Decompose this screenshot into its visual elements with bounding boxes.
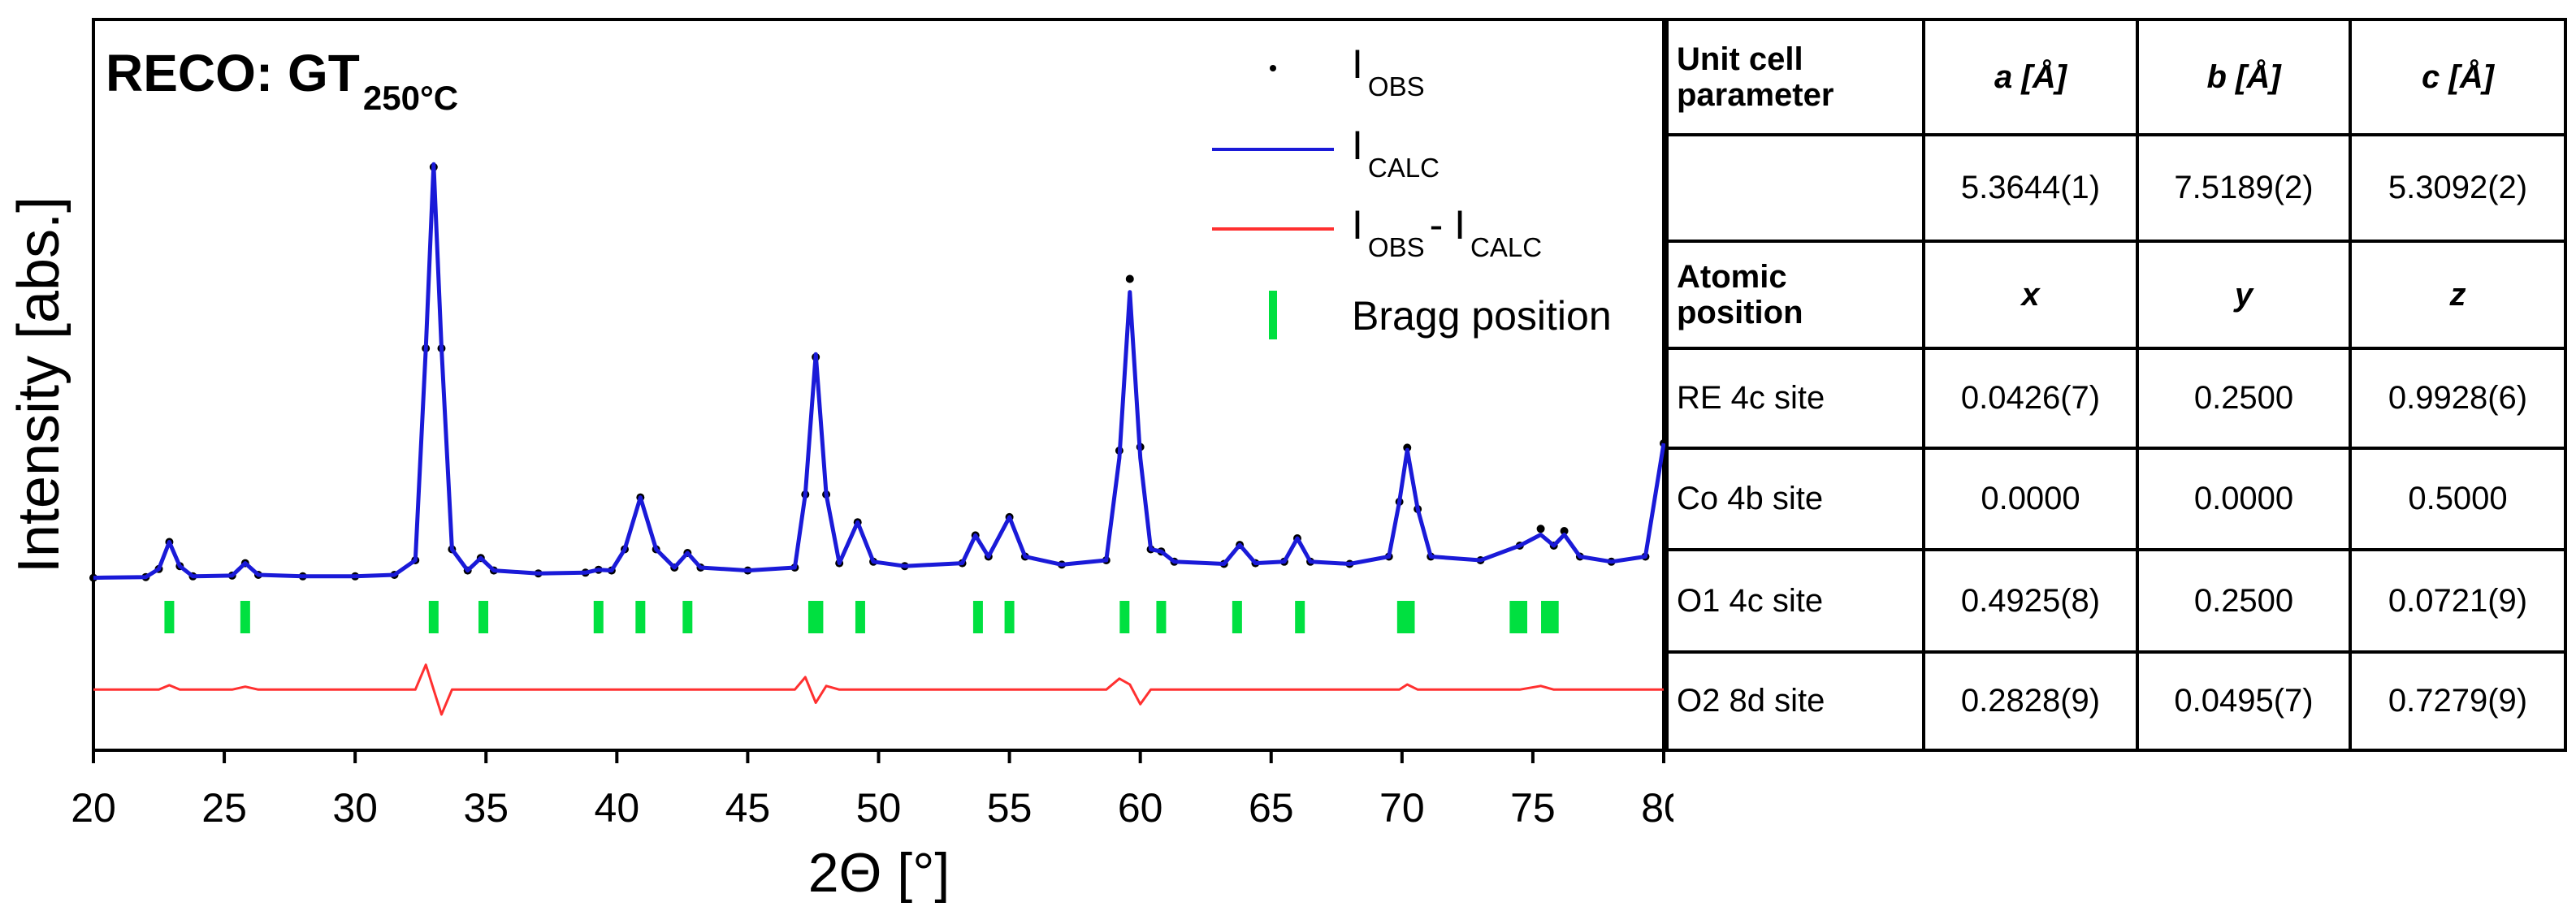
table-cell: 0.0426(7) (1922, 347, 2139, 450)
x-tick-label: 55 (987, 785, 1033, 831)
bragg-tick (1232, 601, 1242, 633)
table-row: 5.3644(1) 7.5189(2) 5.3092(2) (1665, 133, 2567, 243)
bragg-tick (813, 601, 824, 633)
table-row: RE 4c site 0.0426(7) 0.2500 0.9928(6) (1665, 347, 2567, 450)
legend-label: Bragg position (1352, 293, 1612, 339)
table-header: x (1922, 240, 2139, 350)
plot-frame (92, 18, 1665, 752)
x-tick-label: 70 (1379, 785, 1425, 831)
table-cell: 0.9928(6) (2349, 347, 2567, 450)
legend-subscript: OBS (1368, 232, 1425, 262)
table-cell: 7.5189(2) (2136, 133, 2352, 243)
bragg-tick (682, 601, 693, 633)
legend-subscript: OBS (1368, 71, 1425, 101)
observed-point (1560, 527, 1569, 535)
table-header: z (2349, 240, 2567, 350)
x-tick-label: 65 (1249, 785, 1294, 831)
table-header: c [Å] (2349, 18, 2567, 136)
table-row: Atomic position x y z (1665, 240, 2567, 350)
legend-marker (1270, 65, 1276, 71)
bragg-tick (593, 601, 604, 633)
table-cell: 0.2500 (2136, 548, 2352, 654)
x-tick-label: 80 (1641, 785, 1673, 831)
table-cell: 0.0721(9) (2349, 548, 2567, 654)
table-cell: 5.3092(2) (2349, 133, 2567, 243)
bragg-tick (240, 601, 250, 633)
x-tick-label: 40 (595, 785, 640, 831)
table-header: b [Å] (2136, 18, 2352, 136)
bragg-tick (1119, 601, 1130, 633)
table-cell: 0.7279(9) (2349, 650, 2567, 752)
bragg-tick (1548, 601, 1559, 633)
bragg-tick (428, 601, 439, 633)
table-cell: O1 4c site (1665, 548, 1925, 654)
observed-point (1536, 525, 1545, 533)
series-line (93, 663, 1664, 716)
parameter-table: Unit cell parameter a [Å] b [Å] c [Å] 5.… (1665, 18, 2567, 752)
x-tick-label: 45 (725, 785, 771, 831)
bragg-tick (972, 601, 983, 633)
table-cell (1665, 133, 1925, 243)
x-tick-label: 75 (1510, 785, 1556, 831)
bragg-tick (1541, 601, 1552, 633)
legend-label: I (1352, 202, 1363, 248)
legend-label: I (1352, 123, 1363, 168)
table-row: O2 8d site 0.2828(9) 0.0495(7) 0.7279(9) (1665, 650, 2567, 752)
chart: 2Θ [°] Intensity [abs.] RECO: GT 250°C 20 2… (6, 18, 1673, 904)
bragg-tick (635, 601, 646, 633)
bragg-tick (1004, 601, 1015, 633)
x-tick-label: 60 (1118, 785, 1163, 831)
table-cell: O2 8d site (1665, 650, 1925, 752)
table-cell: 0.0495(7) (2136, 650, 2352, 752)
chart-title: RECO: GT (106, 44, 360, 102)
bragg-tick (1295, 601, 1305, 633)
table-header: Atomic position (1665, 240, 1925, 350)
x-axis-label: 2Θ [°] (808, 842, 950, 904)
table-cell: 0.0000 (1922, 447, 2139, 551)
bragg-tick (1517, 601, 1528, 633)
table-cell: 0.4925(8) (1922, 548, 2139, 654)
table-header: a [Å] (1922, 18, 2139, 136)
bragg-tick (1396, 601, 1407, 633)
bragg-tick (478, 601, 489, 633)
x-tick-label: 25 (201, 785, 247, 831)
y-axis-label: Intensity [abs.] (6, 196, 71, 573)
bragg-tick (1156, 601, 1167, 633)
table-cell: 0.2500 (2136, 347, 2352, 450)
legend-subscript: CALC (1368, 153, 1440, 183)
table-header: Unit cell parameter (1665, 18, 1925, 136)
table-row: Co 4b site 0.0000 0.0000 0.5000 (1665, 447, 2567, 551)
table-cell: RE 4c site (1665, 347, 1925, 450)
series-line (93, 162, 1666, 581)
x-tick-label: 35 (463, 785, 509, 831)
legend-subscript: CALC (1470, 232, 1542, 262)
table-cell: 5.3644(1) (1922, 133, 2139, 243)
bragg-tick (855, 601, 865, 633)
bragg-tick (164, 601, 175, 633)
table-row: O1 4c site 0.4925(8) 0.2500 0.0721(9) (1665, 548, 2567, 654)
bragg-tick (1509, 601, 1520, 633)
table-cell: 0.0000 (2136, 447, 2352, 551)
table-cell: 0.2828(9) (1922, 650, 2139, 752)
bragg-tick (1405, 601, 1415, 633)
table-row: Unit cell parameter a [Å] b [Å] c [Å] (1665, 18, 2567, 136)
table-cell: 0.5000 (2349, 447, 2567, 551)
legend-label: - I (1430, 202, 1466, 248)
legend-marker (1269, 291, 1277, 339)
table-header: y (2136, 240, 2352, 350)
table-cell: Co 4b site (1665, 447, 1925, 551)
observed-point (1125, 274, 1134, 283)
x-tick-label: 20 (71, 785, 116, 831)
x-tick-label: 50 (856, 785, 902, 831)
legend-label: I (1352, 41, 1363, 87)
x-tick-label: 30 (332, 785, 378, 831)
chart-title-subscript: 250°C (363, 79, 458, 117)
